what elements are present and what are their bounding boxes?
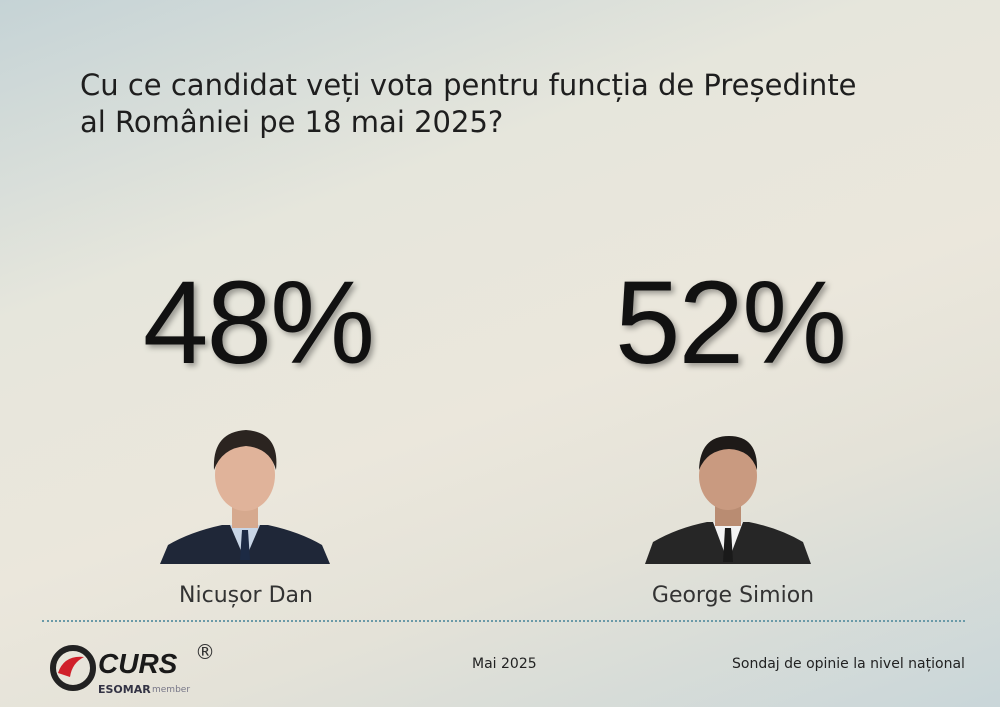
percent: 52% [614, 257, 847, 389]
photo [645, 436, 811, 564]
date: Mai 2025 [472, 656, 537, 672]
candidate-name: George Simion [651, 583, 815, 608]
registered-mark: ® [195, 640, 215, 664]
candidate-name: Nicușor Dan [179, 583, 313, 608]
logo-icon [50, 645, 96, 691]
percent: 48% [142, 257, 375, 389]
logo-text: CURS [98, 648, 178, 679]
divider [42, 620, 965, 622]
title-line: Cu ce candidat veți vota pentru funcția … [80, 68, 857, 102]
title-line: al României pe 18 mai 2025? [80, 105, 504, 139]
esomar-member: member [152, 685, 191, 695]
survey-note: Sondaj de opinie la nivel național [732, 656, 965, 672]
esomar: ESOMAR [98, 683, 151, 696]
photo [160, 430, 330, 564]
